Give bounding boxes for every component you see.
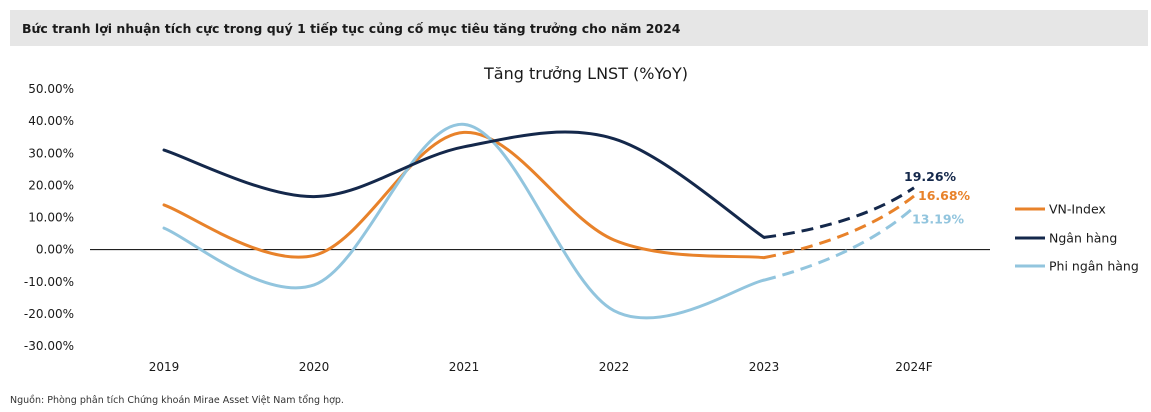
x-tick-label: 2019 [149, 360, 180, 374]
legend-item-vn-index: VN-Index [1015, 202, 1106, 217]
y-tick-label: -30.00% [24, 339, 74, 353]
legend-label: VN-Index [1049, 202, 1106, 217]
series-line-ngan-hang [162, 130, 766, 239]
y-axis: 50.00% 40.00% 30.00% 20.00% 10.00% 0.00% -10.0… [24, 82, 74, 353]
y-tick-label: 30.00% [28, 146, 74, 160]
y-tick-label: -10.00% [24, 275, 74, 289]
legend-label: Phi ngân hàng [1049, 259, 1139, 274]
series-forecast-vn-index [763, 194, 915, 260]
series-forecast-phi-ngan-hang [763, 206, 915, 282]
data-label-phi-ngan-hang: 13.19% [912, 211, 965, 226]
end-labels: 16.68% 19.26% 13.19% [904, 169, 971, 226]
header-bar: Bức tranh lợi nhuận tích cực trong quý 1… [10, 10, 1148, 46]
legend-item-phi-ngan-hang: Phi ngân hàng [1015, 259, 1139, 274]
chart-title: Tăng trưởng LNST (%YoY) [483, 64, 688, 83]
series-layer [162, 122, 915, 320]
source-note: Nguồn: Phòng phân tích Chứng khoán Mirae… [10, 395, 344, 406]
y-tick-label: 10.00% [28, 211, 74, 225]
y-tick-label: 40.00% [28, 114, 74, 128]
legend-item-ngan-hang: Ngân hàng [1015, 231, 1117, 246]
x-tick-label: 2022 [599, 360, 630, 374]
series-forecast-ngan-hang [763, 186, 915, 239]
x-tick-label: 2024F [895, 360, 933, 374]
y-tick-label: 0.00% [36, 243, 74, 257]
x-tick-label: 2020 [299, 360, 330, 374]
data-label-vn-index: 16.68% [918, 188, 971, 203]
y-tick-label: 50.00% [28, 82, 74, 96]
x-tick-label: 2021 [449, 360, 480, 374]
x-tick-label: 2023 [749, 360, 780, 374]
legend: VN-Index Ngân hàng Phi ngân hàng [1015, 202, 1139, 274]
x-axis: 2019 2020 2021 2022 2023 2024F [149, 360, 933, 374]
series-line-phi-ngan-hang [162, 122, 766, 320]
y-tick-label: 20.00% [28, 178, 74, 192]
y-tick-label: -20.00% [24, 307, 74, 321]
series-line-vn-index [162, 130, 766, 260]
header-title: Bức tranh lợi nhuận tích cực trong quý 1… [22, 20, 681, 36]
data-label-ngan-hang: 19.26% [904, 169, 957, 184]
legend-label: Ngân hàng [1049, 231, 1117, 246]
